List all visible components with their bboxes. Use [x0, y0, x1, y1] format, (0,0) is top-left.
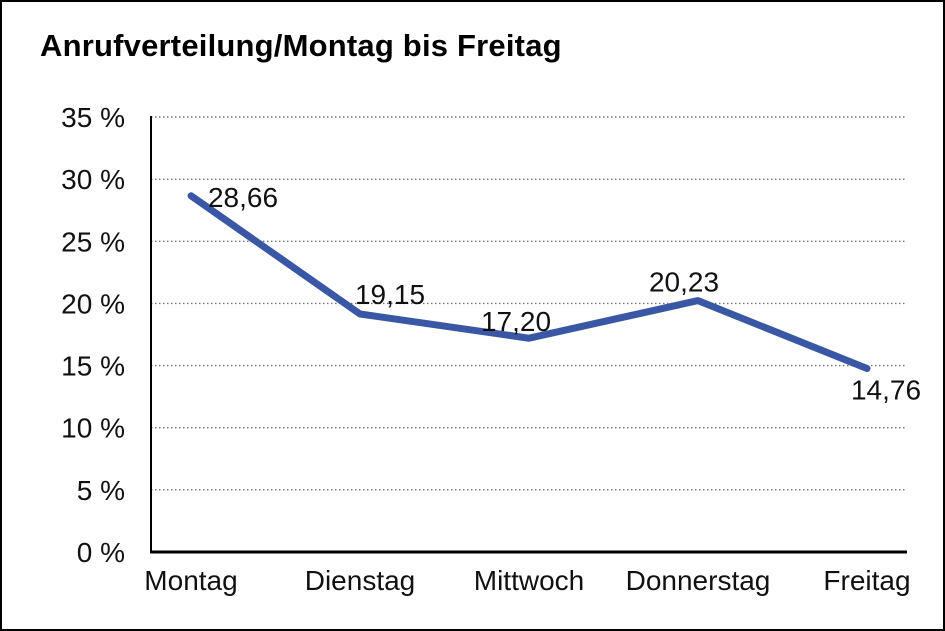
y-tick-label: 10 %	[61, 413, 125, 444]
x-tick-label: Montag	[144, 565, 237, 596]
x-tick-label: Donnerstag	[626, 565, 771, 596]
x-tick-label: Dienstag	[305, 565, 416, 596]
data-point-label: 20,23	[649, 267, 719, 298]
y-tick-label: 0 %	[77, 537, 125, 568]
y-tick-label: 35 %	[61, 102, 125, 133]
data-point-label: 28,66	[208, 182, 278, 213]
series-line	[187, 192, 871, 373]
data-point-label: 17,20	[481, 306, 551, 337]
data-point-label: 19,15	[355, 279, 425, 310]
y-tick-label: 5 %	[77, 475, 125, 506]
chart-title: Anrufverteilung/Montag bis Freitag	[40, 28, 562, 63]
x-tick-label: Freitag	[823, 565, 910, 596]
y-tick-label: 15 %	[61, 351, 125, 382]
y-tick-label: 20 %	[61, 288, 125, 319]
y-tick-label: 25 %	[61, 226, 125, 257]
data-point-label: 14,76	[851, 375, 921, 406]
y-tick-label: 30 %	[61, 164, 125, 195]
x-tick-label: Mittwoch	[474, 565, 584, 596]
